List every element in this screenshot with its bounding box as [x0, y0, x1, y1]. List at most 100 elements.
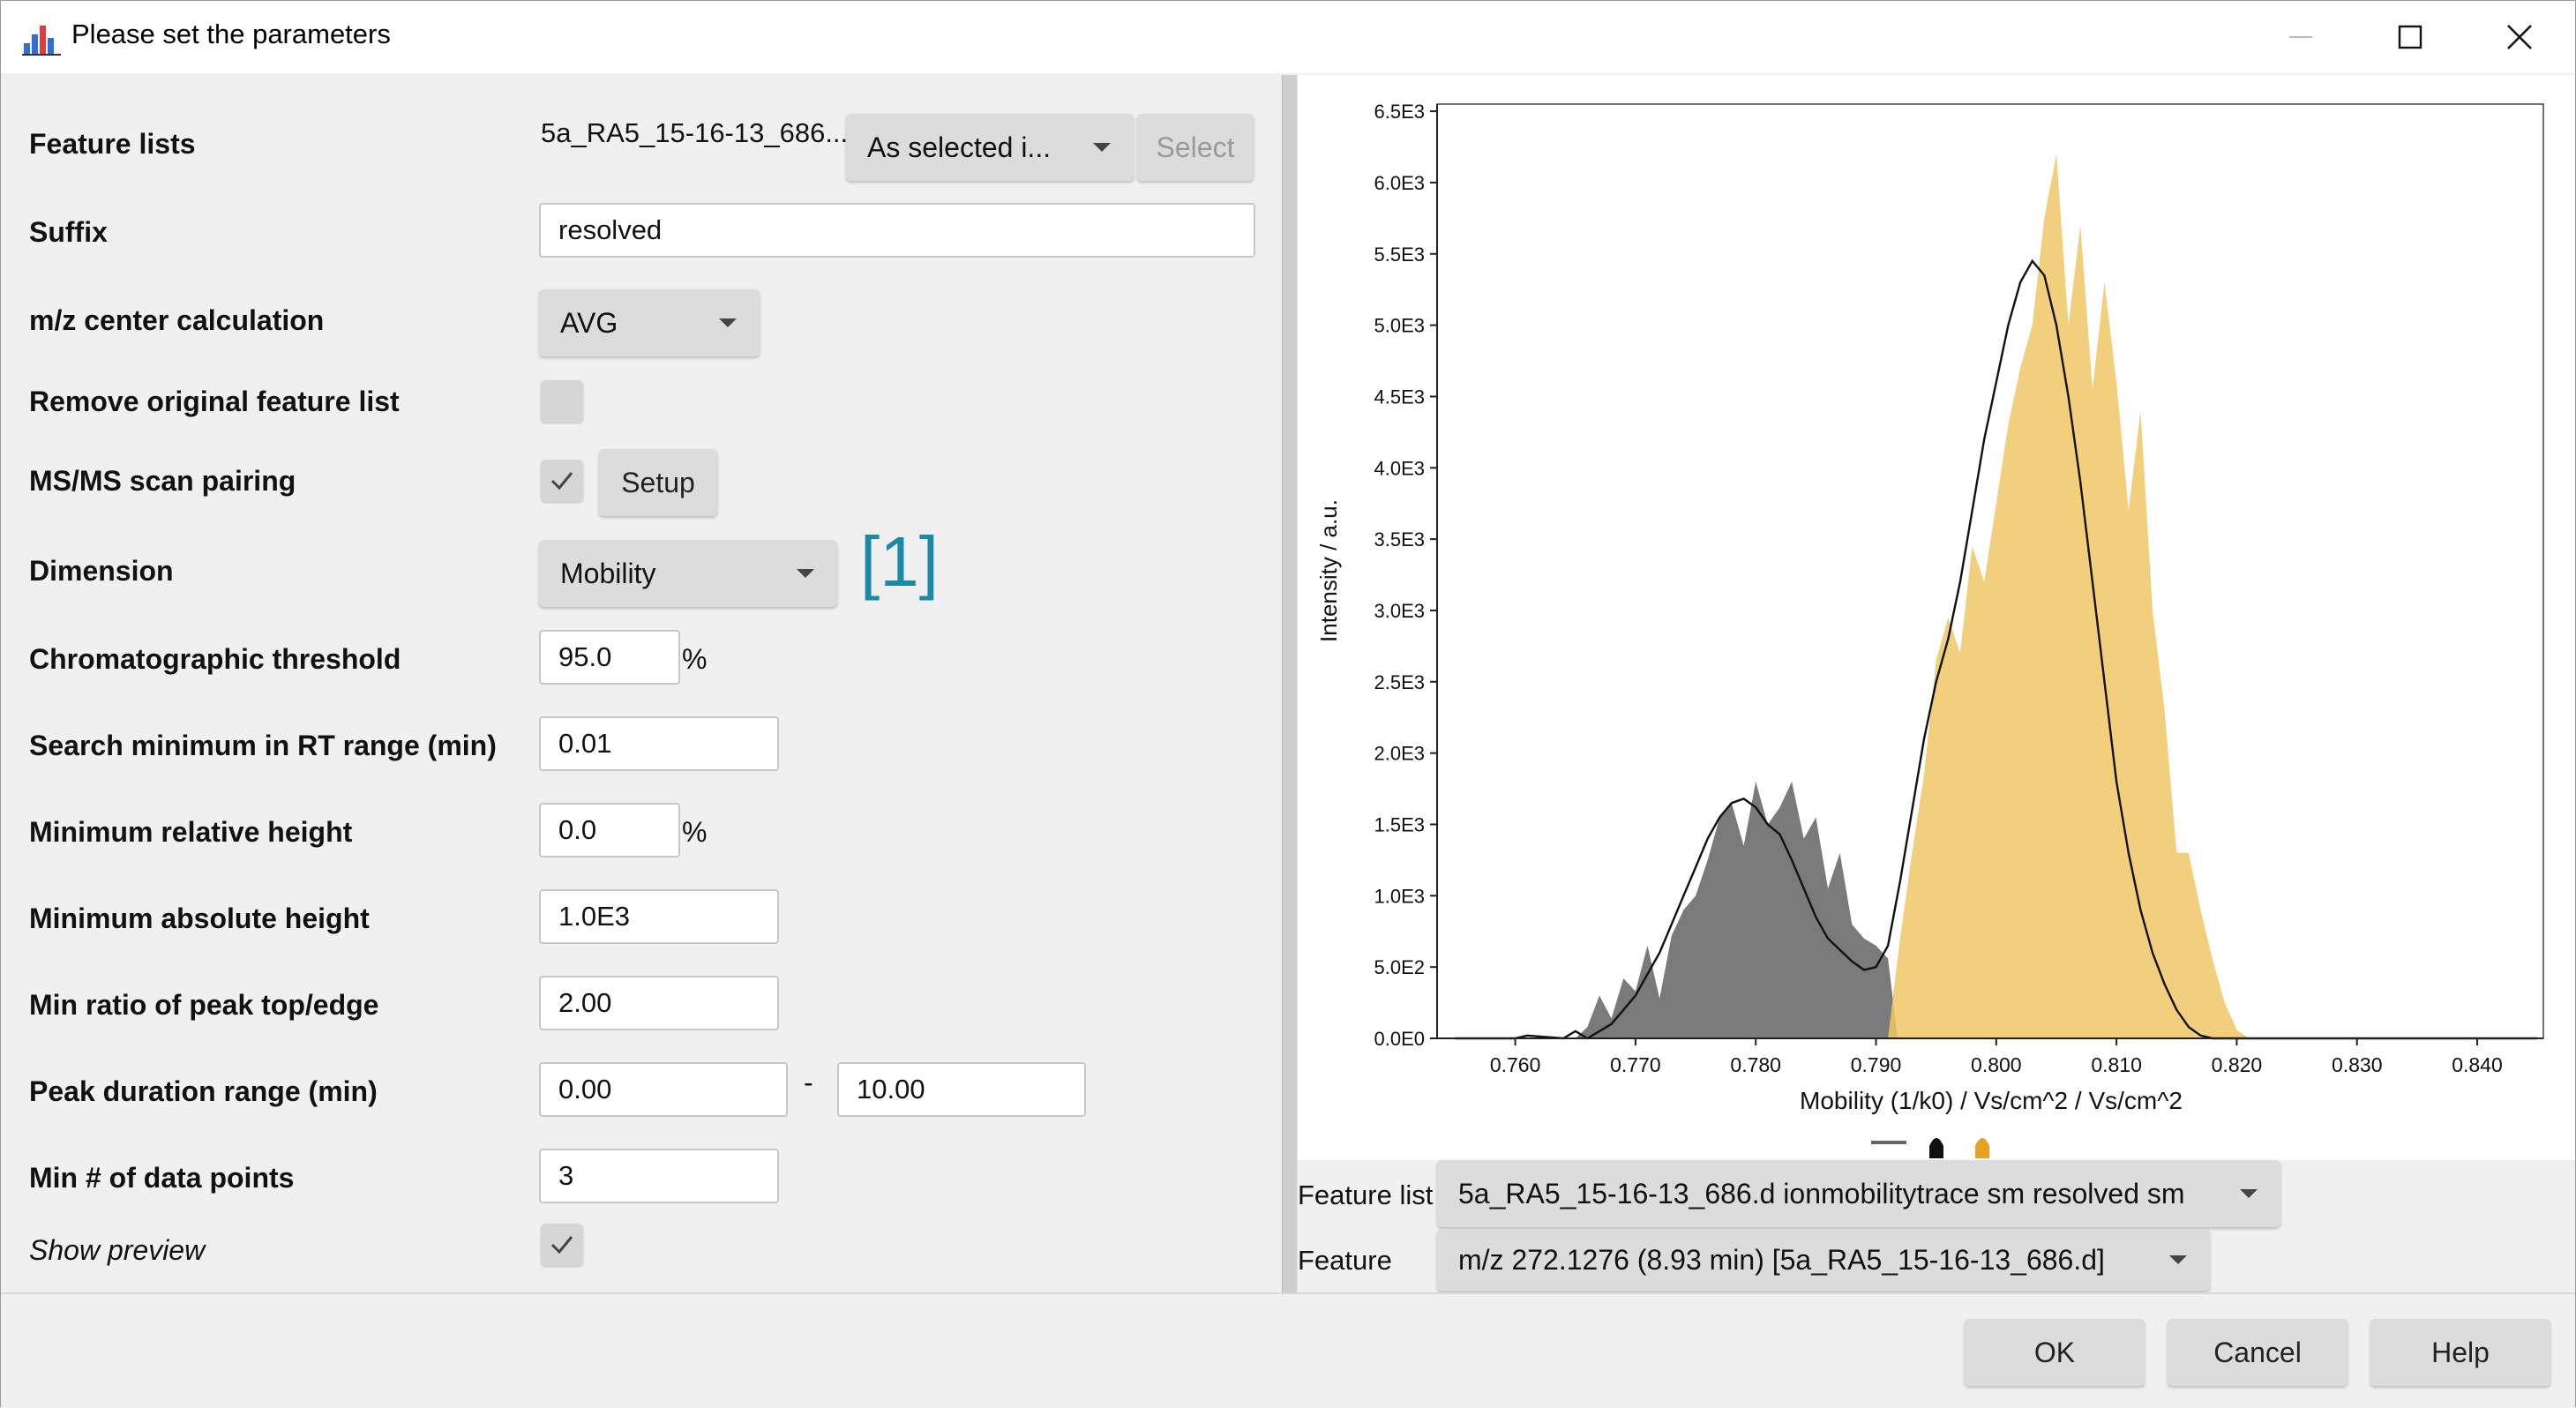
feature-list-dropdown[interactable]: 5a_RA5_15-16-13_686.d ionmobilitytrace s…	[1437, 1160, 2280, 1227]
checkmark-icon	[550, 1236, 573, 1254]
range-separator: -	[804, 1067, 813, 1098]
y-tick-label: 2.0E3	[1374, 743, 1426, 765]
min-rel-height-unit: %	[682, 816, 708, 848]
show-preview-label: Show preview	[29, 1234, 206, 1266]
mz-center-dropdown[interactable]: AVG	[539, 289, 760, 356]
window-title: Please set the parameters	[71, 19, 391, 49]
chevron-down-icon	[2169, 1255, 2187, 1264]
close-icon	[2507, 25, 2532, 49]
ok-button[interactable]: OK	[1965, 1319, 2145, 1386]
y-tick-label: 3.5E3	[1374, 528, 1426, 550]
feature-value: m/z 272.1276 (8.93 min) [5a_RA5_15-16-13…	[1458, 1244, 2105, 1276]
chrom-threshold-input[interactable]: 95.0	[539, 630, 680, 685]
min-ratio-label: Min ratio of peak top/edge	[29, 989, 379, 1021]
y-tick-label: 3.0E3	[1374, 600, 1426, 622]
peak-duration-min-input[interactable]: 0.00	[539, 1062, 788, 1117]
min-points-input[interactable]: 3	[539, 1149, 779, 1203]
msms-checkbox[interactable]	[541, 460, 583, 502]
y-tick-label: 5.5E3	[1374, 243, 1426, 266]
area-series-1	[1575, 782, 1898, 1038]
minimize-icon	[2289, 36, 2312, 38]
feature-lists-mode-text: As selected i...	[867, 131, 1052, 163]
x-tick-label: 0.780	[1730, 1053, 1781, 1076]
legend-swatch-black	[1929, 1138, 1943, 1158]
mobility-chart[interactable]: 0.0E0 5.0E2 1.0E3 1.5E3 2.0E3 2.5E3 3.0E3 3.5E3…	[1298, 75, 2575, 1160]
panel-splitter[interactable]	[1282, 75, 1298, 1292]
min-abs-height-label: Minimum absolute height	[29, 902, 370, 934]
parameters-panel: Feature lists 5a_RA5_15-16-13_686.... As…	[1, 75, 1282, 1292]
y-tick-label: 6.0E3	[1374, 172, 1426, 194]
setup-button[interactable]: Setup	[599, 449, 717, 516]
chevron-down-icon	[2240, 1189, 2258, 1198]
maximize-button[interactable]	[2355, 1, 2465, 73]
feature-lists-label: Feature lists	[29, 128, 196, 160]
feature-list-label: Feature list	[1298, 1180, 1434, 1210]
preview-panel: 0.0E0 5.0E2 1.0E3 1.5E3 2.0E3 2.5E3 3.0E3 3.5E3…	[1298, 75, 2575, 1292]
dimension-label: Dimension	[29, 555, 174, 587]
preview-controls: Feature list 5a_RA5_15-16-13_686.d ionmo…	[1298, 1160, 2575, 1292]
cancel-button[interactable]: Cancel	[2168, 1319, 2348, 1386]
minimize-button[interactable]	[2246, 1, 2355, 73]
y-tick-label: 5.0E3	[1374, 315, 1426, 337]
close-button[interactable]	[2465, 1, 2574, 73]
peak-duration-label: Peak duration range (min)	[29, 1075, 378, 1107]
remove-original-label: Remove original feature list	[29, 386, 400, 417]
maximize-icon	[2398, 25, 2422, 49]
title-bar: Please set the parameters	[1, 1, 2575, 73]
feature-lists-mode-dropdown[interactable]: As selected i...	[846, 114, 1134, 181]
y-tick-label: 0.0E0	[1374, 1028, 1426, 1050]
remove-original-checkbox[interactable]	[541, 380, 583, 423]
chart-legend	[1871, 1138, 1989, 1158]
feature-label: Feature	[1298, 1245, 1392, 1276]
chrom-threshold-unit: %	[682, 643, 708, 675]
msms-label: MS/MS scan pairing	[29, 465, 296, 497]
help-button[interactable]: Help	[2370, 1319, 2550, 1386]
y-tick-label: 6.5E3	[1374, 101, 1426, 123]
min-rel-height-label: Minimum relative height	[29, 816, 353, 848]
feature-lists-value: 5a_RA5_15-16-13_686....	[541, 117, 856, 148]
chevron-down-icon	[1093, 143, 1111, 152]
x-tick-label: 0.840	[2452, 1053, 2503, 1076]
min-points-label: Min # of data points	[29, 1162, 295, 1194]
chevron-down-icon	[719, 318, 737, 327]
chevron-down-icon	[797, 569, 814, 578]
select-button[interactable]: Select	[1137, 114, 1254, 181]
y-tick-label: 5.0E2	[1374, 956, 1426, 978]
search-min-input[interactable]: 0.01	[539, 716, 779, 771]
feature-list-value: 5a_RA5_15-16-13_686.d ionmobilitytrace s…	[1458, 1178, 2185, 1210]
y-tick-label: 4.0E3	[1374, 457, 1426, 479]
y-tick-label: 4.5E3	[1374, 386, 1426, 408]
x-tick-label: 0.830	[2332, 1053, 2383, 1076]
x-tick-label: 0.800	[1971, 1053, 2022, 1076]
suffix-label: Suffix	[29, 216, 108, 248]
min-ratio-input[interactable]: 2.00	[539, 976, 779, 1030]
x-axis-label: Mobility (1/k0) / Vs/cm^2 / Vs/cm^2	[1800, 1087, 2183, 1114]
x-tick-label: 0.790	[1851, 1053, 1902, 1076]
min-abs-height-input[interactable]: 1.0E3	[539, 889, 779, 944]
x-tick-label: 0.760	[1490, 1053, 1541, 1076]
suffix-input[interactable]: resolved	[539, 203, 1255, 258]
y-tick-label: 1.5E3	[1374, 813, 1426, 835]
dialog-footer: OK Cancel Help	[1, 1292, 2575, 1408]
chrom-threshold-label: Chromatographic threshold	[29, 643, 401, 675]
y-tick-label: 2.5E3	[1374, 671, 1426, 693]
y-tick-label: 1.0E3	[1374, 885, 1426, 907]
feature-dropdown[interactable]: m/z 272.1276 (8.93 min) [5a_RA5_15-16-13…	[1437, 1229, 2210, 1291]
x-tick-label: 0.770	[1610, 1053, 1661, 1076]
area-series-2	[1888, 154, 2250, 1039]
min-rel-height-input[interactable]: 0.0	[539, 803, 680, 858]
annotation-label: [1]	[860, 522, 939, 601]
legend-swatch-gold	[1975, 1138, 1989, 1158]
dimension-value: Mobility	[560, 558, 656, 589]
mz-center-label: m/z center calculation	[29, 304, 325, 336]
x-tick-label: 0.820	[2212, 1053, 2263, 1076]
y-axis-label: Intensity / a.u.	[1315, 499, 1342, 642]
search-min-label: Search minimum in RT range (min)	[29, 730, 497, 761]
line-series-3	[1455, 258, 2538, 1040]
peak-duration-max-input[interactable]: 10.00	[837, 1062, 1086, 1117]
show-preview-checkbox[interactable]	[541, 1224, 583, 1266]
dimension-dropdown[interactable]: Mobility	[539, 540, 837, 607]
mz-center-value: AVG	[560, 307, 618, 339]
x-tick-label: 0.810	[2091, 1053, 2142, 1076]
